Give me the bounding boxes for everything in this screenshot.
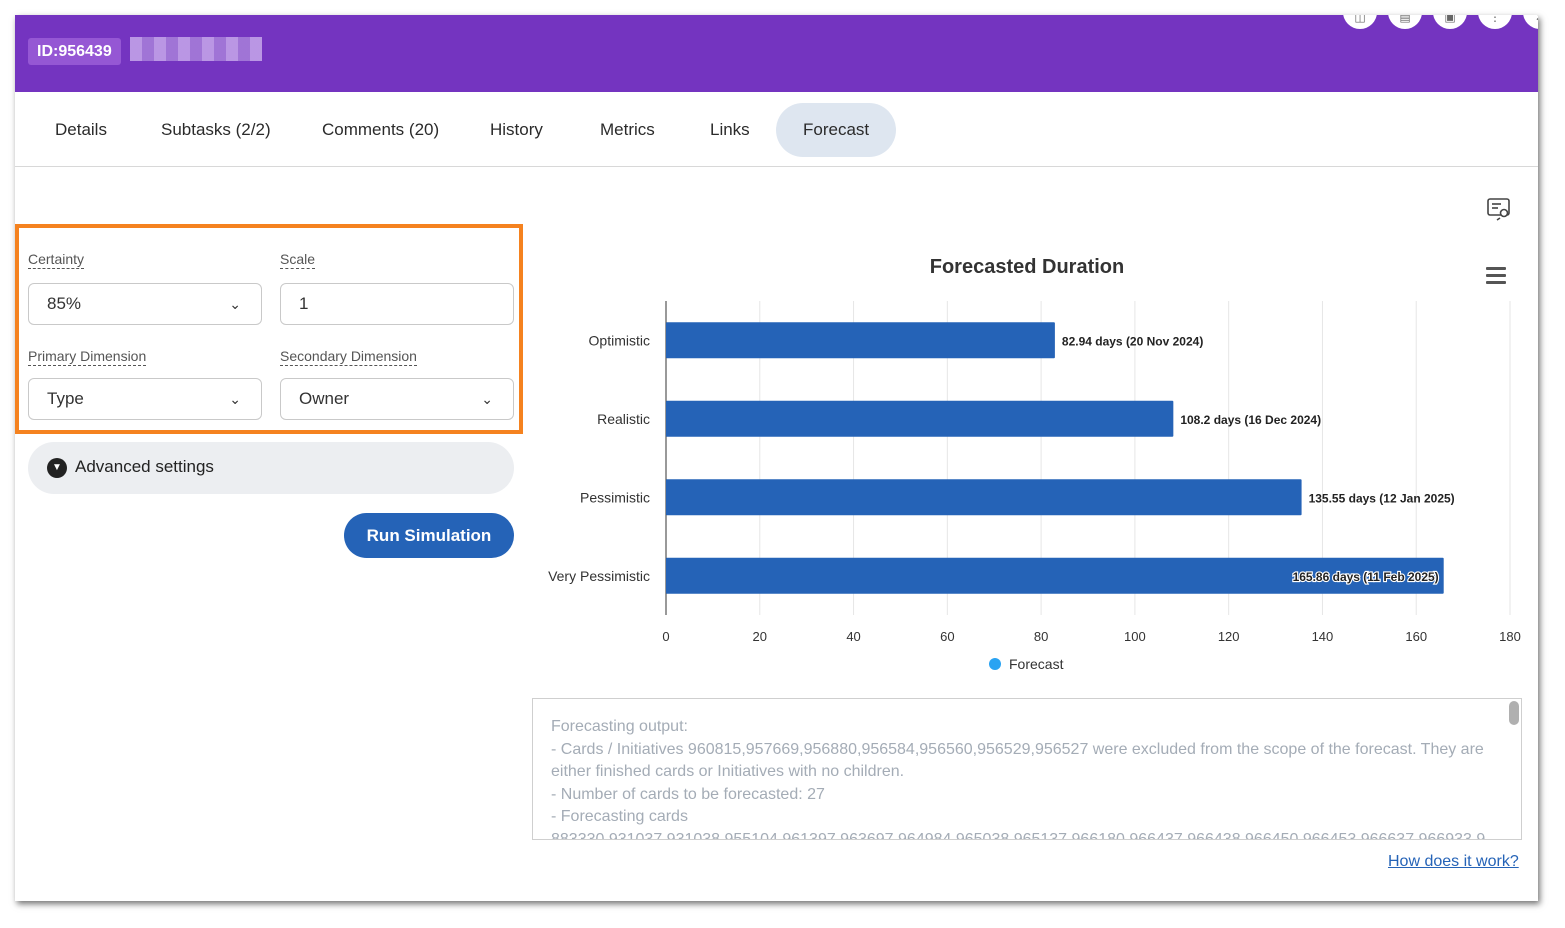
forecast-settings-highlight (15, 224, 523, 434)
x-tick-label: 60 (940, 629, 954, 644)
category-label: Pessimistic (580, 489, 650, 505)
bar-optimistic (666, 322, 1055, 359)
task-header: ID:956439 ◫ ▤ ▣ ⋮ ✕ (15, 15, 1538, 92)
x-tick-label: 0 (662, 629, 669, 644)
hamburger-menu-icon[interactable] (1486, 267, 1506, 285)
x-tick-label: 160 (1405, 629, 1427, 644)
tab-history[interactable]: History (490, 120, 543, 139)
primary-dimension-value: Type (47, 389, 84, 408)
redacted-task-title (130, 37, 262, 61)
scale-value: 1 (299, 294, 309, 313)
forecasting-output-panel[interactable]: Forecasting output: - Cards / Initiative… (532, 698, 1522, 840)
certainty-value: 85% (47, 294, 82, 313)
advanced-settings-label: Advanced settings (75, 457, 214, 476)
data-label: 108.2 days (16 Dec 2024) (1180, 413, 1321, 427)
x-tick-label: 140 (1312, 629, 1334, 644)
secondary-dimension-select[interactable]: Owner ⌄ (280, 378, 514, 420)
forecast-chart: 0 20 40 60 80 100 120 140 160 180 Optimistic 82.94 … (548, 301, 1521, 644)
task-id-badge: ID:956439 (28, 38, 121, 65)
output-line: - Cards / Initiatives 960815,957669,9568… (551, 740, 1484, 781)
x-tick-label: 40 (846, 629, 860, 644)
certainty-label: Certainty (28, 251, 85, 269)
header-action-button-4[interactable]: ⋮ (1478, 15, 1512, 29)
data-label: 165.86 days (11 Feb 2025) (1293, 570, 1439, 584)
category-label: Very Pessimistic (548, 568, 650, 584)
tab-metrics[interactable]: Metrics (600, 120, 655, 139)
secondary-dimension-value: Owner (299, 389, 350, 408)
x-tick-label: 20 (753, 629, 767, 644)
x-tick-label: 100 (1124, 629, 1146, 644)
x-tick-label: 120 (1218, 629, 1240, 644)
output-line: 883330,931037,931038,955104,961397,96369… (551, 830, 1486, 840)
legend-marker (989, 658, 1001, 670)
tab-comments[interactable]: Comments (20) (322, 120, 440, 139)
chart-title: Forecasted Duration (929, 256, 1125, 278)
chart-legend[interactable]: Forecast (989, 656, 1063, 672)
header-close-button[interactable]: ✕ (1523, 15, 1538, 29)
how-does-it-work-link[interactable]: How does it work? (1388, 853, 1519, 870)
tab-subtasks[interactable]: Subtasks (2/2) (161, 120, 271, 139)
close-icon: ✕ (1535, 15, 1538, 24)
output-scrollbar[interactable] (1509, 701, 1519, 725)
chevron-down-circle-icon: ▼ (47, 458, 67, 478)
primary-dimension-select[interactable]: Type ⌄ (28, 378, 262, 420)
task-detail-window: ID:956439 ◫ ▤ ▣ ⋮ ✕ Details Subtasks (2/… (15, 15, 1538, 901)
tab-bar: Details Subtasks (2/2) Comments (20) His… (15, 93, 1538, 167)
forecasting-output-text: Forecasting output: - Cards / Initiative… (551, 716, 1491, 840)
bar-pessimistic (666, 479, 1302, 516)
header-action-button-3[interactable]: ▣ (1433, 15, 1467, 29)
share-icon: ◫ (1354, 15, 1366, 24)
window-icon: ▣ (1444, 15, 1456, 24)
advanced-settings-toggle[interactable]: ▼ Advanced settings (28, 442, 514, 494)
tab-details[interactable]: Details (55, 120, 107, 139)
data-label: 82.94 days (20 Nov 2024) (1062, 334, 1203, 348)
x-tick-label: 80 (1034, 629, 1048, 644)
category-label: Realistic (597, 411, 650, 427)
scale-label: Scale (280, 251, 316, 269)
category-label: Optimistic (589, 332, 650, 348)
data-label: 135.55 days (12 Jan 2025) (1309, 491, 1455, 505)
scale-input[interactable]: 1 (280, 283, 514, 325)
chevron-down-icon: ⌄ (229, 391, 241, 407)
chevron-down-icon: ⌄ (229, 296, 241, 312)
more-icon: ⋮ (1489, 15, 1501, 24)
certainty-select[interactable]: 85% ⌄ (28, 283, 262, 325)
output-line: - Forecasting cards (551, 808, 688, 825)
secondary-dimension-label: Secondary Dimension (280, 348, 417, 366)
output-line: Forecasting output: (551, 718, 688, 735)
primary-dimension-label: Primary Dimension (28, 348, 147, 366)
chevron-down-icon: ⌄ (481, 391, 493, 407)
run-simulation-button[interactable]: Run Simulation (344, 513, 514, 558)
header-action-button-2[interactable]: ▤ (1388, 15, 1422, 29)
tab-links[interactable]: Links (710, 120, 750, 139)
bar-very-pessimistic (666, 557, 1444, 594)
bar-realistic (666, 400, 1174, 437)
x-tick-label: 180 (1499, 629, 1521, 644)
output-line: - Number of cards to be forecasted: 27 (551, 785, 825, 803)
tab-forecast[interactable]: Forecast (776, 103, 897, 157)
header-action-button-1[interactable]: ◫ (1343, 15, 1377, 29)
print-icon: ▤ (1399, 15, 1411, 24)
export-settings-icon[interactable] (1485, 195, 1513, 223)
legend-label: Forecast (1009, 656, 1064, 672)
